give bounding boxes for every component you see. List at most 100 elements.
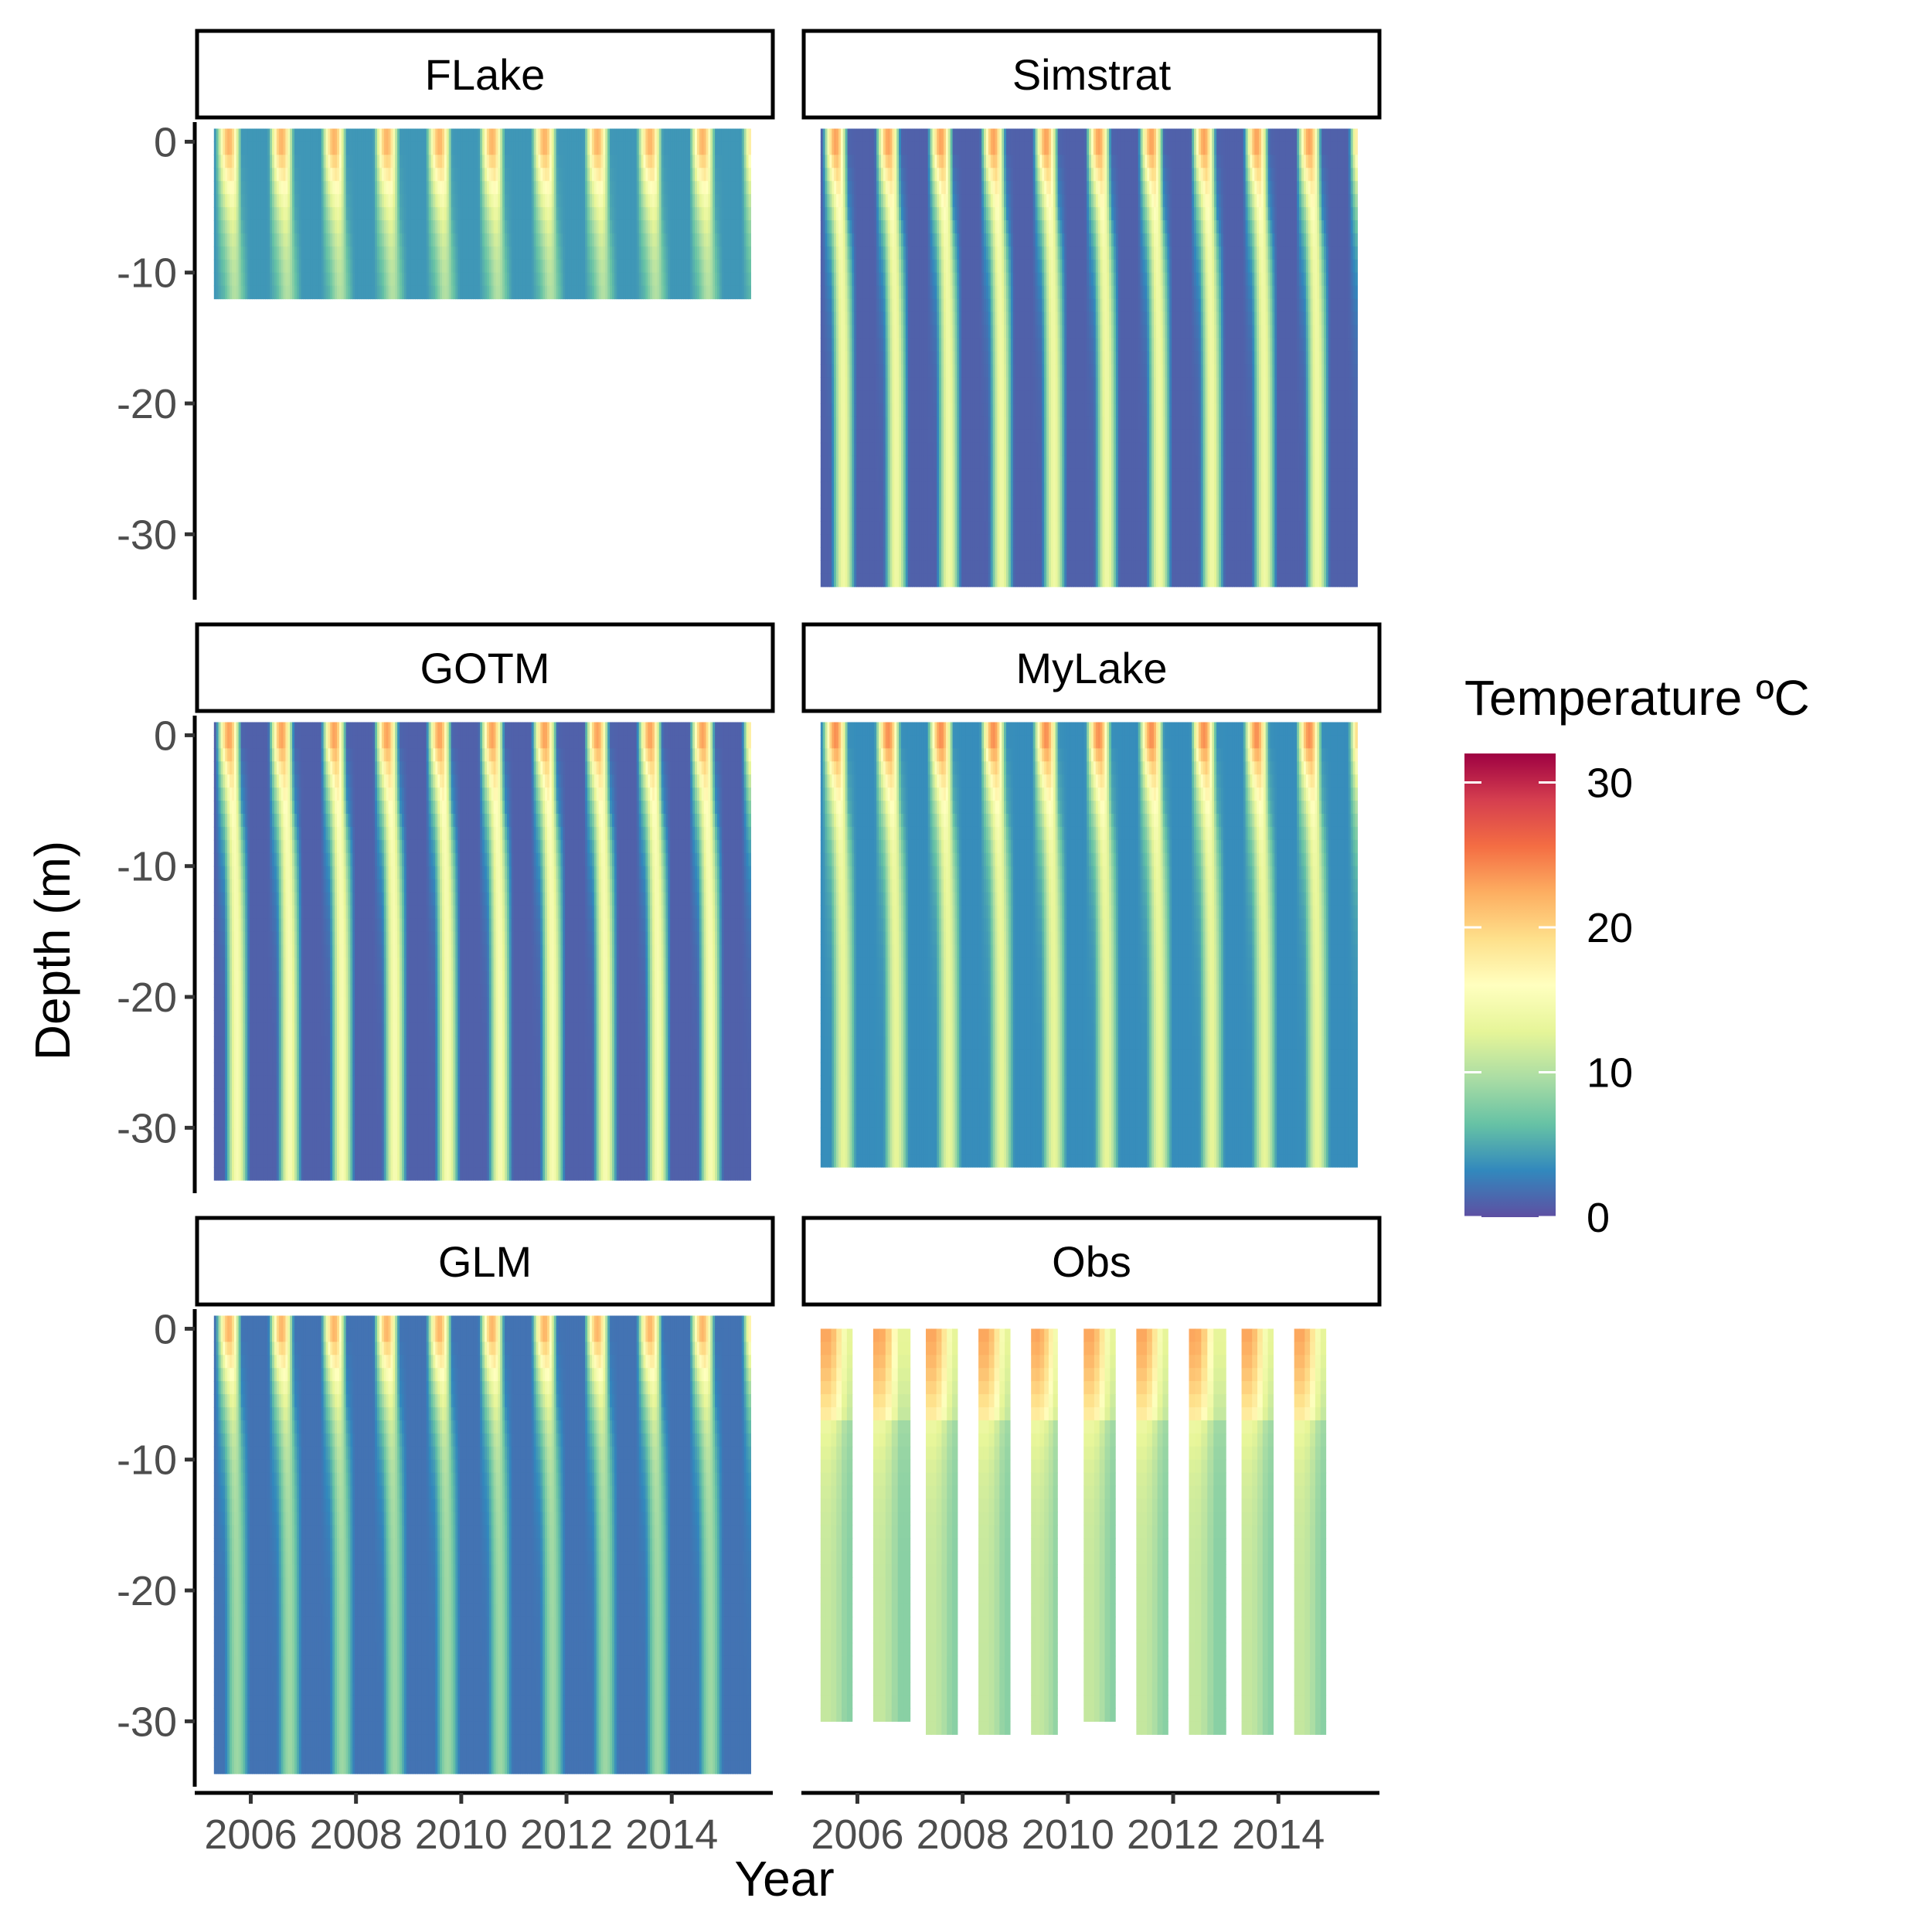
- heatmap-cell: [433, 168, 436, 182]
- heatmap-cell: [265, 285, 268, 300]
- heatmap-cell: [553, 219, 557, 234]
- heatmap-cell: [281, 181, 284, 195]
- heatmap-cell: [338, 219, 342, 234]
- heatmap-cell: [511, 141, 515, 155]
- heatmap-cell: [253, 141, 257, 155]
- heatmap-cell: [267, 207, 270, 221]
- heatmap-cell: [287, 194, 291, 208]
- heatmap-cell: [625, 141, 628, 155]
- heatmap-cell: [493, 168, 497, 182]
- heatmap-cell: [502, 285, 505, 300]
- heatmap-cell: [578, 128, 582, 142]
- heatmap-cell: [301, 285, 304, 300]
- heatmap-cell: [549, 181, 553, 195]
- heatmap-cell: [645, 259, 648, 274]
- heatmap-cell: [578, 285, 582, 300]
- heatmap-cell: [433, 141, 436, 155]
- heatmap-cell: [500, 181, 503, 195]
- heatmap-cell: [576, 246, 580, 260]
- heatmap-cell: [294, 207, 298, 221]
- heatmap-cell: [260, 285, 264, 300]
- heatmap-cell: [600, 128, 604, 142]
- heatmap-cell: [513, 233, 517, 247]
- heatmap-cell: [576, 181, 580, 195]
- heatmap-cell: [267, 219, 270, 234]
- heatmap-cell: [415, 181, 418, 195]
- heatmap-cell: [446, 181, 450, 195]
- heatmap-cell: [641, 141, 645, 155]
- heatmap-cell: [515, 272, 519, 287]
- heatmap-cell: [315, 128, 318, 142]
- heatmap-cell: [381, 155, 385, 168]
- heatmap-cell: [583, 246, 586, 260]
- heatmap-cell: [240, 194, 244, 208]
- heatmap-cell: [513, 128, 517, 142]
- heatmap-cell: [520, 246, 523, 260]
- heatmap-cell: [614, 128, 617, 142]
- heatmap-cell: [681, 272, 685, 287]
- heatmap-cell: [417, 246, 420, 260]
- heatmap-cell: [400, 128, 403, 142]
- heatmap-cell: [480, 207, 483, 221]
- heatmap-cell: [332, 285, 335, 300]
- heatmap-cell: [628, 168, 631, 182]
- heatmap-cell: [638, 219, 642, 234]
- heatmap-cell: [607, 246, 611, 260]
- heatmap-cell: [583, 259, 586, 274]
- heatmap-cell: [406, 194, 410, 208]
- heatmap-cell: [515, 168, 519, 182]
- heatmap-cell: [529, 285, 532, 300]
- heatmap-cell: [420, 233, 423, 247]
- heatmap-cell: [590, 246, 593, 260]
- heatmap-cell: [654, 219, 658, 234]
- heatmap-cell: [408, 259, 412, 274]
- heatmap-cell: [421, 233, 425, 247]
- heatmap-cell: [406, 219, 410, 234]
- heatmap-cell: [520, 141, 523, 155]
- heatmap-cell: [444, 233, 447, 247]
- heatmap-cell: [274, 207, 277, 221]
- heatmap-cell: [553, 272, 557, 287]
- heatmap-cell: [457, 259, 461, 274]
- heatmap-cell: [618, 128, 622, 142]
- heatmap-cell: [410, 168, 413, 182]
- heatmap-cell: [361, 233, 365, 247]
- heatmap-cell: [578, 272, 582, 287]
- heatmap-cell: [500, 141, 503, 155]
- heatmap-cell: [663, 194, 667, 208]
- heatmap-cell: [580, 246, 583, 260]
- heatmap-cell: [645, 272, 648, 287]
- heatmap-cell: [236, 207, 240, 221]
- heatmap-cell: [245, 219, 248, 234]
- heatmap-cell: [285, 233, 288, 247]
- heatmap-cell: [643, 194, 646, 208]
- heatmap-cell: [491, 155, 495, 168]
- heatmap-cell: [243, 155, 246, 168]
- heatmap-cell: [621, 207, 624, 221]
- heatmap-cell: [448, 246, 452, 260]
- heatmap-cell: [330, 219, 333, 234]
- heatmap-cell: [457, 194, 461, 208]
- heatmap-cell: [681, 246, 685, 260]
- heatmap-cell: [506, 259, 510, 274]
- heatmap-cell: [543, 219, 546, 234]
- heatmap-cell: [287, 207, 291, 221]
- heatmap-cell: [285, 194, 288, 208]
- heatmap-cell: [616, 141, 620, 155]
- heatmap-cell: [348, 207, 351, 221]
- heatmap-cell: [426, 246, 430, 260]
- heatmap-cell: [260, 194, 264, 208]
- heatmap-cell: [400, 259, 403, 274]
- heatmap-cell: [240, 141, 244, 155]
- heatmap-cell: [520, 194, 523, 208]
- heatmap-cell: [509, 219, 512, 234]
- heatmap-cell: [318, 272, 322, 287]
- heatmap-cell: [475, 233, 478, 247]
- heatmap-cell: [663, 272, 667, 287]
- heatmap-cell: [253, 194, 257, 208]
- heatmap-cell: [225, 155, 228, 168]
- heatmap-cell: [433, 128, 436, 142]
- heatmap-cell: [312, 194, 315, 208]
- heatmap-cell: [547, 207, 550, 221]
- heatmap-cell: [603, 141, 606, 155]
